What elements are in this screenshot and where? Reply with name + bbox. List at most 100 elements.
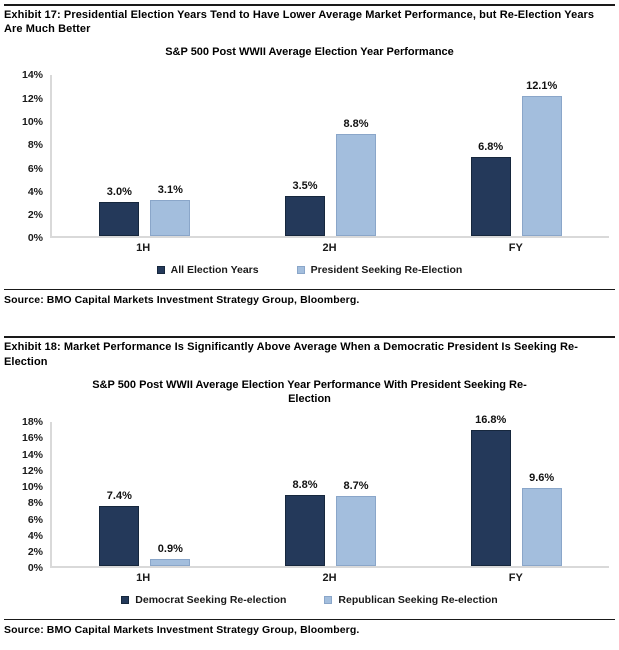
bar-value-label: 3.1% xyxy=(157,184,183,197)
x-axis-labels: 1H 2H FY xyxy=(50,572,609,584)
section-divider xyxy=(4,336,615,339)
legend-label: President Seeking Re-Election xyxy=(310,264,463,277)
y-axis: 14% 12% 10% 8% 6% 4% 2% 0% xyxy=(4,69,50,244)
legend-item: Democrat Seeking Re-election xyxy=(121,594,286,606)
legend-label: Republican Seeking Re-election xyxy=(338,594,498,607)
chart-17-legend: All Election Years President Seeking Re-E… xyxy=(4,264,615,276)
bar-wrap: 3.0% xyxy=(99,186,140,237)
bar-wrap: 9.6% xyxy=(521,472,562,567)
x-axis: 1H 2H FY xyxy=(4,242,615,254)
report-page: Exhibit 17: Presidential Election Years … xyxy=(0,4,619,650)
bar-group-1h: 3.0% 3.1% xyxy=(52,75,238,237)
legend-item: President Seeking Re-Election xyxy=(296,264,463,277)
source-note-18: Source: BMO Capital Markets Investment S… xyxy=(4,624,360,637)
y-axis-tick-label: 10% xyxy=(21,116,43,129)
exhibit-18-heading: Exhibit 18: Market Performance Is Signif… xyxy=(4,341,579,368)
bar-wrap: 8.8% xyxy=(285,479,325,567)
bar xyxy=(470,157,511,237)
exhibit-17-heading: Exhibit 17: Presidential Election Years … xyxy=(4,9,595,36)
bar-group-fy: 16.8% 9.6% xyxy=(423,414,609,567)
x-axis-tick-label: FY xyxy=(508,242,523,255)
bar xyxy=(285,494,325,567)
source-divider xyxy=(4,289,615,291)
plot-area: 7.4% 0.9% 8.8% 8.7% 16.8% 9.6% xyxy=(50,414,609,569)
legend-swatch-icon xyxy=(121,596,130,605)
bar-value-label: 3.0% xyxy=(106,185,132,198)
y-axis-tick-label: 12% xyxy=(21,464,43,477)
legend-swatch-icon xyxy=(296,266,305,275)
y-axis-tick-label: 8% xyxy=(27,139,43,152)
y-axis-tick-label: 6% xyxy=(27,162,43,175)
chart-17-title: S&P 500 Post WWII Average Election Year … xyxy=(165,46,454,59)
bar xyxy=(150,200,191,237)
bar xyxy=(521,95,562,237)
y-axis-tick-label: 16% xyxy=(21,432,43,445)
x-axis: 1H 2H FY xyxy=(4,572,615,584)
x-axis-tick-label: 1H xyxy=(136,242,151,255)
legend-label: Democrat Seeking Re-election xyxy=(135,594,287,607)
bar-value-label: 7.4% xyxy=(106,490,132,503)
y-axis-tick-label: 0% xyxy=(27,562,43,575)
chart-17-bar-chart: 14% 12% 10% 8% 6% 4% 2% 0% 3.0% 3.1% 3.5% 8.8% 6.8% 1… xyxy=(4,69,615,254)
y-axis: 18% 16% 14% 12% 10% 8% 6% 4% 2% 0% xyxy=(4,416,50,574)
legend-swatch-icon xyxy=(324,596,333,605)
bar xyxy=(285,195,325,237)
bar-value-label: 16.8% xyxy=(475,413,507,426)
x-axis-tick-label: FY xyxy=(508,572,523,585)
bar-group-fy: 6.8% 12.1% xyxy=(423,75,609,237)
bar-group-2h: 8.8% 8.7% xyxy=(238,422,424,567)
bar xyxy=(99,506,140,567)
bar xyxy=(150,558,191,567)
y-axis-tick-label: 12% xyxy=(21,92,43,105)
y-axis-tick-label: 0% xyxy=(27,232,43,245)
x-axis-tick-label: 2H xyxy=(322,242,337,255)
bar-value-label: 12.1% xyxy=(526,79,558,92)
bar-wrap: 8.7% xyxy=(336,480,376,567)
bar-wrap: 3.5% xyxy=(285,180,325,237)
y-axis-tick-label: 14% xyxy=(21,448,43,461)
bar-value-label: 6.8% xyxy=(478,141,504,154)
legend-item: Republican Seeking Re-election xyxy=(324,594,498,607)
bar xyxy=(336,134,376,237)
bar-value-label: 0.9% xyxy=(157,542,183,555)
bar-value-label: 8.8% xyxy=(343,118,369,130)
bar xyxy=(470,429,511,567)
y-axis-tick-label: 2% xyxy=(27,545,43,558)
bar-group-2h: 3.5% 8.8% xyxy=(238,75,424,237)
legend-label: All Election Years xyxy=(170,264,259,277)
legend-item: All Election Years xyxy=(156,264,259,277)
y-axis-tick-label: 10% xyxy=(21,481,43,494)
y-axis-tick-label: 4% xyxy=(27,529,43,542)
bar xyxy=(99,201,140,237)
chart-18-bar-chart: 18% 16% 14% 12% 10% 8% 6% 4% 2% 0% 7.4% 0.9% 8.8% 8.7… xyxy=(4,414,615,584)
exhibit-18-section: Exhibit 18: Market Performance Is Signif… xyxy=(4,336,615,636)
bar-wrap: 0.9% xyxy=(150,543,191,567)
bar-value-label: 3.5% xyxy=(292,179,318,192)
bar-wrap: 7.4% xyxy=(99,490,140,567)
bar-value-label: 9.6% xyxy=(529,472,555,485)
y-axis-tick-label: 6% xyxy=(27,513,43,526)
bar xyxy=(336,495,376,567)
bar-wrap: 12.1% xyxy=(521,80,562,237)
chart-18-legend: Democrat Seeking Re-election Republican S… xyxy=(4,594,615,606)
y-axis-tick-label: 2% xyxy=(27,209,43,222)
source-note-17: Source: BMO Capital Markets Investment S… xyxy=(4,294,360,307)
exhibit-17-section: Exhibit 17: Presidential Election Years … xyxy=(4,4,615,306)
plot-area: 3.0% 3.1% 3.5% 8.8% 6.8% 12.1% xyxy=(50,75,609,239)
bar-value-label: 8.8% xyxy=(292,478,318,491)
bar-wrap: 16.8% xyxy=(470,414,511,567)
bar-group-1h: 7.4% 0.9% xyxy=(52,422,238,567)
y-axis-tick-label: 4% xyxy=(27,185,43,198)
section-divider xyxy=(4,4,615,6)
chart-body: 14% 12% 10% 8% 6% 4% 2% 0% 3.0% 3.1% 3.5% 8.8% 6.8% 1… xyxy=(4,69,615,244)
bar-wrap: 6.8% xyxy=(470,141,511,237)
bar-value-label: 8.7% xyxy=(343,479,369,492)
section-gap xyxy=(4,306,615,332)
y-axis-tick-label: 18% xyxy=(21,416,43,429)
bar-wrap: 8.8% xyxy=(336,118,376,237)
source-divider xyxy=(4,619,615,621)
bar xyxy=(521,488,562,567)
bar-wrap: 3.1% xyxy=(150,184,191,237)
x-axis-labels: 1H 2H FY xyxy=(50,242,609,254)
y-axis-tick-label: 8% xyxy=(27,497,43,510)
